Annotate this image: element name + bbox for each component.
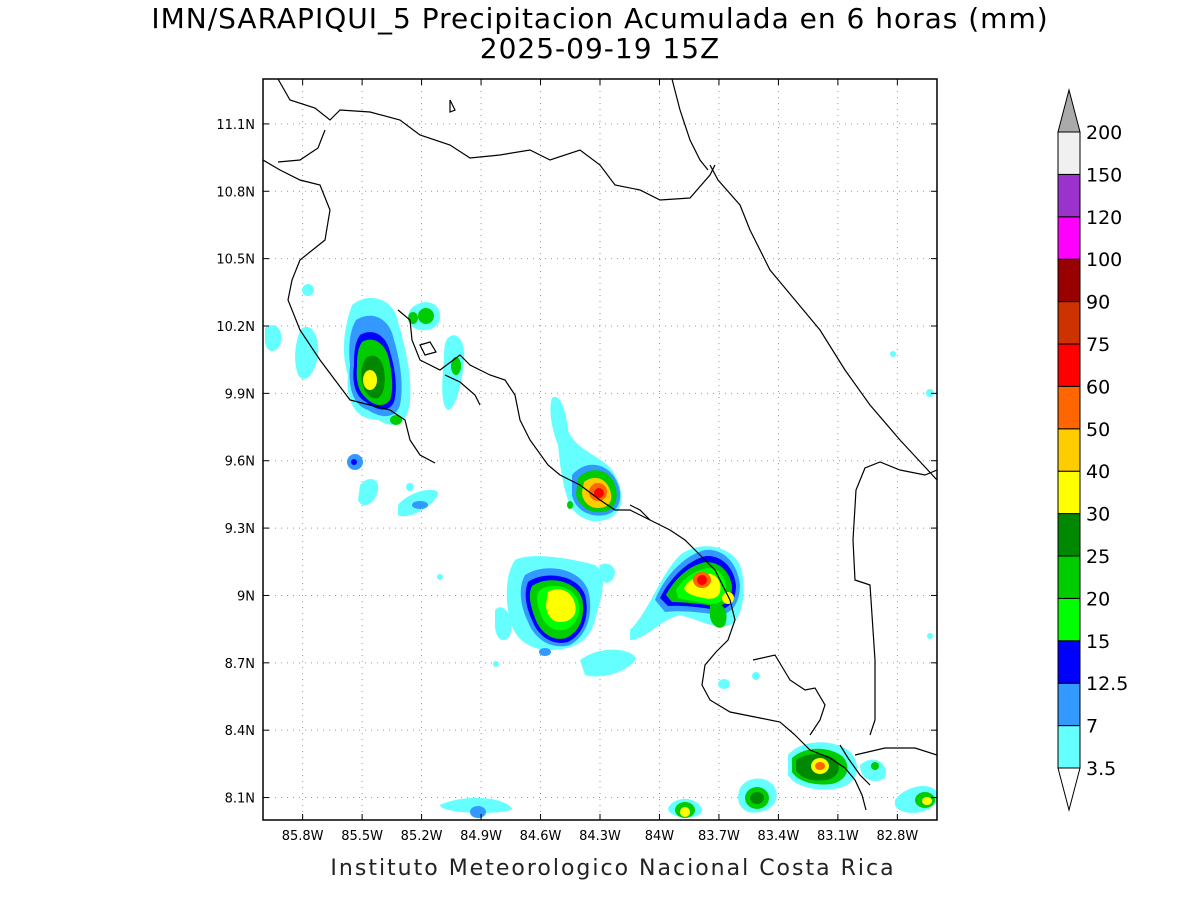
lat-tick-label: 10.5N [216, 253, 255, 268]
colorbar-swatch [1057, 173, 1081, 218]
colorbar-label: 120 [1086, 207, 1122, 229]
colorbar-swatch [1057, 216, 1081, 260]
lon-tick-label: 82.8W [876, 829, 918, 844]
map-grid [263, 79, 937, 820]
colorbar-label: 15 [1086, 631, 1110, 653]
lon-tick-label: 85.2W [401, 829, 443, 844]
rain-cell [630, 546, 760, 689]
colorbar-label: 30 [1086, 504, 1110, 526]
colorbar-swatch [1057, 597, 1081, 642]
colorbar-label: 150 [1086, 164, 1122, 186]
colorbar-swatch [1057, 385, 1081, 430]
colorbar-label: 75 [1086, 334, 1110, 356]
colorbar-swatch [1057, 301, 1081, 345]
rain-cell [550, 396, 622, 522]
colorbar-label: 40 [1086, 461, 1110, 483]
colorbar-swatch [1057, 343, 1081, 387]
colorbar-label: 50 [1086, 419, 1110, 441]
colorbar-label: 60 [1086, 376, 1110, 398]
colorbar-swatch [1057, 682, 1081, 727]
lat-tick-label: 10.8N [216, 185, 255, 200]
map-datetime: 2025-09-19 15Z [479, 32, 721, 65]
coastline [263, 79, 937, 811]
colorbar-legend: 3.5 7 12.5 15 20 25 30 40 50 60 75 90 100 120 150 200 [1057, 88, 1128, 812]
lat-tick-label: 11.1N [216, 118, 255, 133]
colorbar-label: 90 [1086, 292, 1110, 314]
lon-tick-label: 83.1W [817, 829, 859, 844]
precipitation-field [265, 284, 937, 818]
lon-tick-label: 83.7W [698, 829, 740, 844]
rain-cell [265, 284, 465, 517]
lon-tick-label: 83.4W [758, 829, 800, 844]
longitude-axis: 85.8W 85.5W 85.2W 84.9W 84.6W 84.3W 84W 83.7W 83… [282, 79, 918, 844]
colorbar-label: 12.5 [1086, 673, 1128, 695]
colorbar-swatch [1057, 555, 1081, 599]
map-title: IMN/SARAPIQUI_5 Precipitacion Acumulada … [151, 2, 1049, 35]
lon-tick-label: 84.9W [460, 829, 502, 844]
latitude-axis: 11.1N 10.8N 10.5N 10.2N 9.9N 9.6N 9.3N 9N 8.7N 8.… [216, 118, 937, 807]
lat-tick-label: 10.2N [216, 320, 255, 335]
lon-tick-label: 85.8W [282, 829, 324, 844]
colorbar-swatch [1057, 470, 1081, 515]
lon-tick-label: 84.3W [579, 829, 621, 844]
lat-tick-label: 8.4N [225, 724, 255, 739]
map-credit: Instituto Meteorologico Nacional Costa R… [330, 856, 896, 881]
lat-tick-label: 9N [237, 589, 255, 604]
lat-tick-label: 9.6N [225, 455, 255, 470]
lat-tick-label: 8.1N [225, 792, 255, 807]
colorbar-label: 7 [1086, 716, 1098, 738]
lat-tick-label: 9.9N [225, 387, 255, 402]
colorbar-label: 3.5 [1086, 758, 1116, 780]
colorbar-underflow-triangle [1057, 767, 1081, 812]
colorbar-swatch [1057, 258, 1081, 303]
colorbar-swatch [1057, 131, 1081, 175]
lat-tick-label: 9.3N [225, 522, 255, 537]
colorbar-label: 20 [1086, 588, 1110, 610]
lon-tick-label: 85.5W [341, 829, 383, 844]
colorbar-swatch [1057, 513, 1081, 557]
colorbar-swatch [1057, 640, 1081, 684]
lon-tick-label: 84.6W [520, 829, 562, 844]
colorbar-overflow-triangle [1057, 88, 1081, 133]
lon-tick-label: 84W [645, 829, 675, 844]
map-frame [262, 78, 938, 821]
colorbar-swatch [1057, 428, 1081, 472]
colorbar-label: 200 [1086, 122, 1122, 144]
rain-cell [495, 556, 636, 677]
colorbar-label: 100 [1086, 249, 1122, 271]
lat-tick-label: 8.7N [225, 657, 255, 672]
colorbar-label: 25 [1086, 546, 1110, 568]
colorbar-swatch [1057, 725, 1081, 769]
rain-cell [437, 351, 937, 818]
